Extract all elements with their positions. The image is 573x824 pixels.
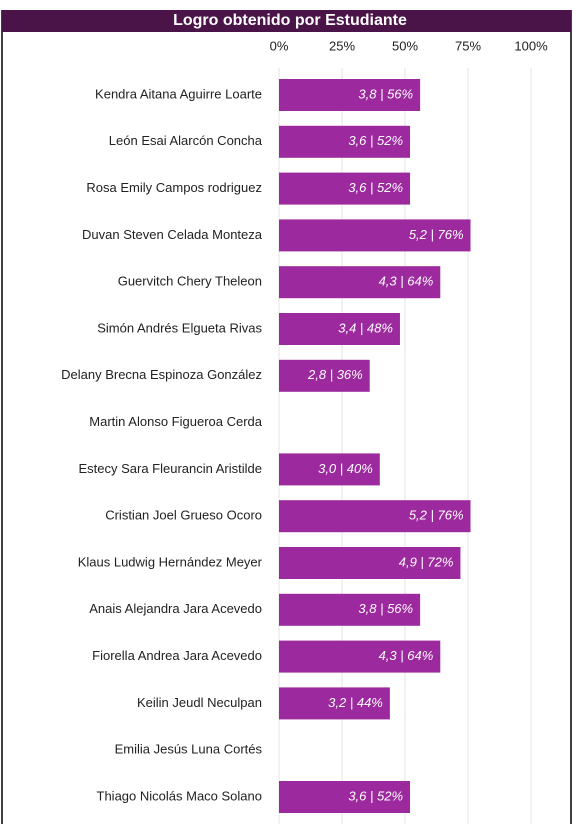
value-label: 3,4 | 48% bbox=[338, 320, 393, 335]
bar bbox=[279, 547, 461, 579]
bar bbox=[279, 266, 441, 299]
bar bbox=[279, 313, 400, 345]
x-tick-label: 50% bbox=[392, 38, 418, 53]
y-tick-label: Anais Alejandra Jara Acevedo bbox=[89, 601, 262, 616]
value-label: 5,2 | 76% bbox=[409, 508, 464, 523]
y-tick-label: Cristian Joel Grueso Ocoro bbox=[105, 508, 262, 523]
y-tick-label: Keilin Jeudl Neculpan bbox=[137, 695, 262, 710]
bar bbox=[279, 453, 380, 486]
bar bbox=[279, 219, 471, 252]
y-tick-label: Martin Alonso Figueroa Cerda bbox=[89, 414, 262, 429]
chart-title: Logro obtenido por Estudiante bbox=[173, 12, 407, 29]
y-tick-label: Simón Andrés Elgueta Rivas bbox=[97, 320, 262, 335]
bar bbox=[279, 500, 471, 533]
value-label: 2,8 | 36% bbox=[307, 367, 363, 382]
bar bbox=[279, 125, 411, 158]
value-label: 4,9 | 72% bbox=[399, 554, 454, 569]
bar bbox=[279, 359, 370, 392]
y-tick-label: Rosa Emily Campos rodriguez bbox=[86, 180, 262, 195]
value-label: 3,0 | 40% bbox=[318, 461, 373, 476]
y-tick-label: Delany Brecna Espinoza González bbox=[61, 367, 262, 382]
value-label: 3,8 | 56% bbox=[358, 86, 413, 101]
y-tick-label: Emilia Jesús Luna Cortés bbox=[115, 742, 263, 757]
value-label: 3,6 | 52% bbox=[348, 180, 403, 195]
y-tick-label: Estecy Sara Fleurancin Aristilde bbox=[78, 461, 262, 476]
x-tick-label: 0% bbox=[270, 38, 289, 53]
bar bbox=[279, 781, 411, 813]
value-label: 3,6 | 52% bbox=[348, 788, 403, 803]
value-label: 3,8 | 56% bbox=[358, 601, 413, 616]
y-tick-label: Guervitch Chery Theleon bbox=[118, 274, 262, 289]
y-tick-label: Fiorella Andrea Jara Acevedo bbox=[92, 648, 262, 663]
y-tick-label: Thiago Nicolás Maco Solano bbox=[97, 788, 262, 803]
y-tick-label: Klaus Ludwig Hernández Meyer bbox=[78, 554, 263, 569]
x-tick-label: 100% bbox=[514, 38, 548, 53]
value-label: 5,2 | 76% bbox=[409, 227, 464, 242]
bar bbox=[279, 79, 421, 111]
x-tick-label: 75% bbox=[455, 38, 481, 53]
bar bbox=[279, 172, 411, 205]
value-label: 3,6 | 52% bbox=[348, 133, 403, 148]
x-tick-label: 25% bbox=[329, 38, 355, 53]
value-label: 3,2 | 44% bbox=[328, 695, 383, 710]
bar bbox=[279, 593, 421, 626]
title-bar bbox=[2, 10, 571, 32]
y-tick-label: Kendra Aitana Aguirre Loarte bbox=[95, 86, 262, 101]
value-label: 4,3 | 64% bbox=[379, 648, 434, 663]
bar bbox=[279, 687, 390, 720]
bar bbox=[279, 640, 441, 673]
value-label: 4,3 | 64% bbox=[379, 274, 434, 289]
y-tick-label: Duvan Steven Celada Monteza bbox=[82, 227, 263, 242]
y-tick-label: León Esai Alarcón Concha bbox=[109, 133, 263, 148]
